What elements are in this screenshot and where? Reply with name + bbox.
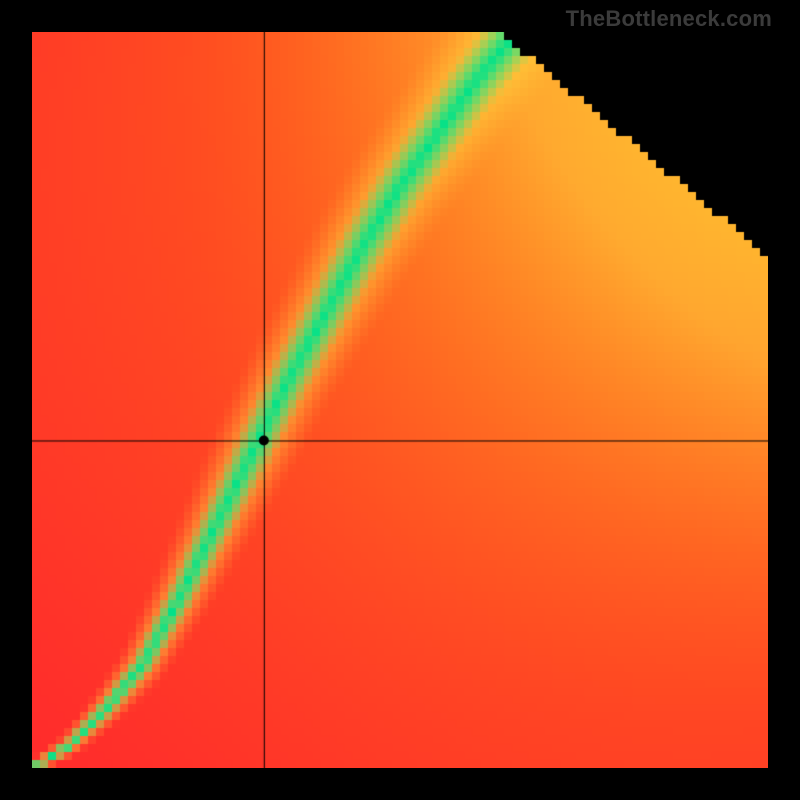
watermark-text: TheBottleneck.com — [566, 6, 772, 32]
chart-container: TheBottleneck.com — [0, 0, 800, 800]
heatmap-canvas — [32, 32, 768, 768]
plot-area — [32, 32, 768, 768]
